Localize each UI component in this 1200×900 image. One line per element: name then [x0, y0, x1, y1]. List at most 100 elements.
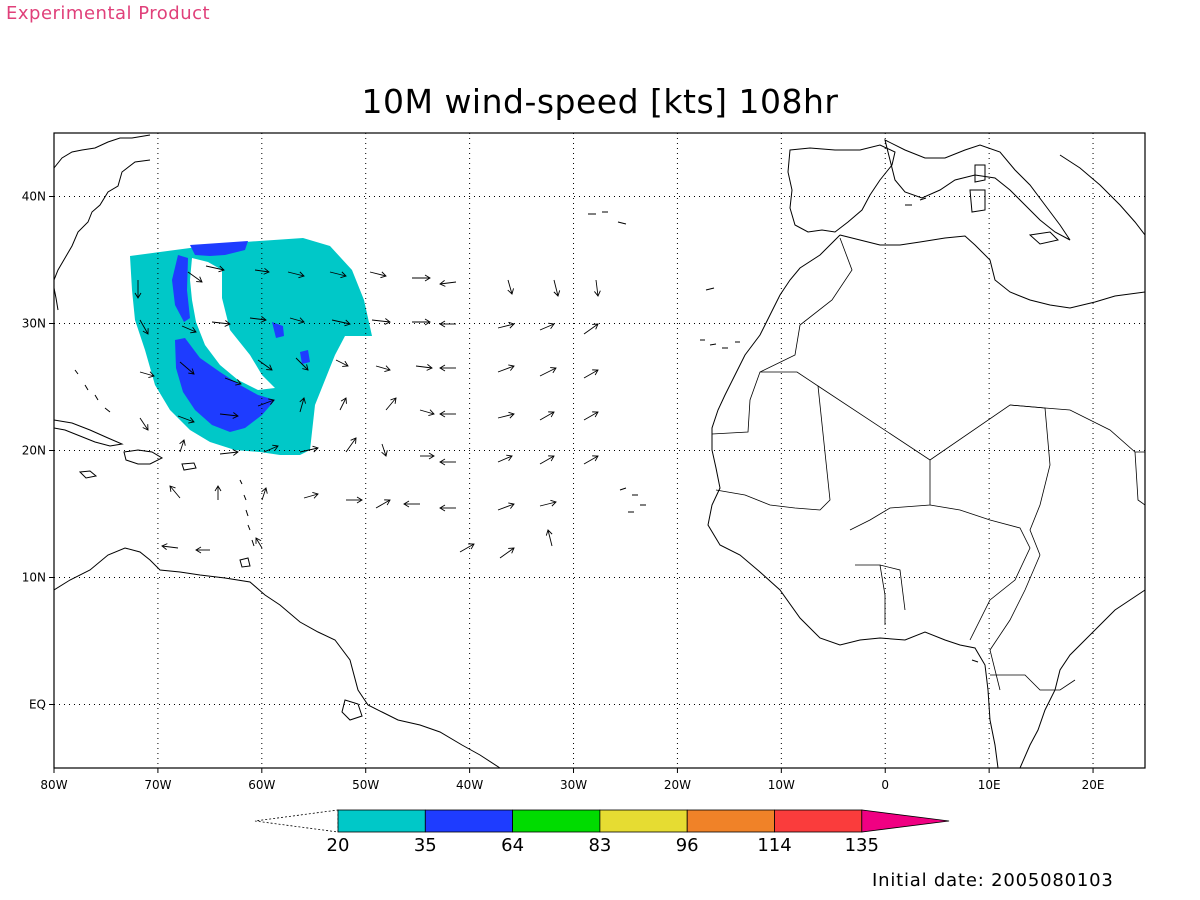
wind-arrow [497, 321, 515, 329]
wind-arrow [339, 397, 347, 411]
coast-balearic [905, 197, 927, 206]
colorbar-bin [512, 809, 601, 833]
coast-cuba [54, 419, 124, 447]
wind-arrow [205, 265, 225, 273]
wind-arrow [139, 371, 155, 378]
longitude-ticks: 80W 70W 60W 50W 40W 30W 20W 10W 0 10E 20E [40, 768, 1104, 792]
wind-arrow [412, 274, 431, 282]
border-chad [1009, 404, 1051, 556]
colorbar-bin [424, 809, 513, 833]
wind-arrow [195, 546, 210, 554]
wind-arrow [497, 502, 515, 511]
wind-arrow [375, 499, 391, 509]
calm-core-hole [190, 258, 275, 390]
wind-arrow [439, 410, 456, 418]
border-mauritania [715, 371, 831, 511]
wind-arrow [139, 319, 149, 335]
coast-sicily [1028, 231, 1059, 245]
coast-puerto-rico [181, 462, 197, 471]
wind-arrow [219, 412, 239, 419]
coast-canary-islands [700, 339, 740, 349]
colorbar-bin [686, 809, 775, 833]
colorbar-lower-triangle [254, 809, 339, 833]
coast-florida [54, 287, 59, 311]
color-bar: 20 35 64 83 96 114 135 [254, 809, 950, 856]
latitude-ticks: 40N 30N 20N 10N EQ [22, 190, 54, 712]
wind-arrow [439, 364, 456, 372]
wind-arrow [177, 415, 195, 424]
wind-arrow [329, 271, 347, 279]
colorbar-label: 35 [414, 835, 437, 856]
wind-arrow [255, 537, 263, 549]
wind-arrow [385, 397, 397, 411]
wind-arrow [507, 279, 514, 295]
wind-arrow [497, 364, 515, 373]
wind-arrow [179, 361, 195, 375]
border-ghana [855, 564, 906, 625]
wind-arrow [257, 359, 273, 371]
colorbar-label: 20 [327, 835, 350, 856]
coast-lesser-antilles [239, 479, 255, 547]
wind-arrow [583, 323, 599, 335]
wind-arrow [439, 320, 456, 328]
border-nigeria [929, 504, 1031, 641]
wind-arrow [412, 318, 431, 326]
wind-arrow [289, 317, 305, 324]
coast-jamaica [78, 470, 98, 479]
wind-arrow [499, 547, 515, 559]
border-congo [990, 674, 1076, 691]
wind-arrow [539, 455, 555, 465]
wind-arrow [187, 271, 203, 283]
colorbar-label: 114 [757, 835, 791, 856]
coast-marajo [341, 699, 363, 721]
wind-arrow [179, 439, 186, 453]
initial-date: Initial date: 2005080103 [872, 870, 1114, 891]
wind-arrow [439, 280, 457, 287]
coastlines [54, 134, 1145, 768]
wind-arrow [134, 280, 142, 299]
wind-arrow [439, 458, 456, 466]
wind-arrow [331, 319, 351, 327]
lon-tick-label: 20E [1082, 778, 1105, 792]
lon-tick-label: 10W [768, 778, 795, 792]
wind-contour-35kt [272, 322, 284, 338]
wind-arrow [295, 357, 309, 371]
wind-arrow [181, 325, 197, 334]
wind-arrow [249, 316, 267, 323]
wind-arrow [299, 397, 306, 413]
border-mali-niger [849, 460, 931, 531]
colorbar-upper-triangle [861, 809, 950, 833]
wind-contour-35kt [300, 350, 310, 364]
wind-arrow [161, 543, 179, 550]
wind-arrow [539, 322, 555, 331]
wind-arrow [219, 449, 239, 456]
wind-speed-field [130, 238, 372, 455]
border-algeria-mali [817, 385, 1046, 461]
wind-arrow [497, 411, 515, 419]
lon-tick-label: 70W [144, 778, 171, 792]
lon-tick-label: 40W [456, 778, 483, 792]
wind-arrow [335, 359, 349, 367]
wind-arrow [497, 454, 513, 463]
wind-arrow [254, 267, 270, 275]
lon-tick-label: 20W [664, 778, 691, 792]
coast-africa [707, 234, 1145, 768]
border-cameroon [989, 554, 1041, 691]
lat-tick-label: 20N [22, 444, 46, 458]
wind-arrow [415, 364, 433, 371]
lon-tick-label: 30W [560, 778, 587, 792]
wind-contour-35kt [190, 241, 248, 256]
wind-arrow [299, 445, 319, 453]
lat-tick-label: 10N [22, 571, 46, 585]
wind-arrow [594, 279, 601, 297]
lon-tick-label: 50W [352, 778, 379, 792]
wind-arrow [371, 318, 391, 325]
wind-arrow [214, 485, 222, 500]
lon-tick-label: 60W [248, 778, 275, 792]
map-title: 10M wind-speed [kts] 108hr [361, 82, 839, 121]
wind-arrow [419, 409, 435, 416]
wind-arrow [346, 496, 363, 504]
wind-arrow [420, 452, 435, 460]
wind-arrow [583, 455, 599, 465]
coast-bioko [971, 659, 979, 663]
